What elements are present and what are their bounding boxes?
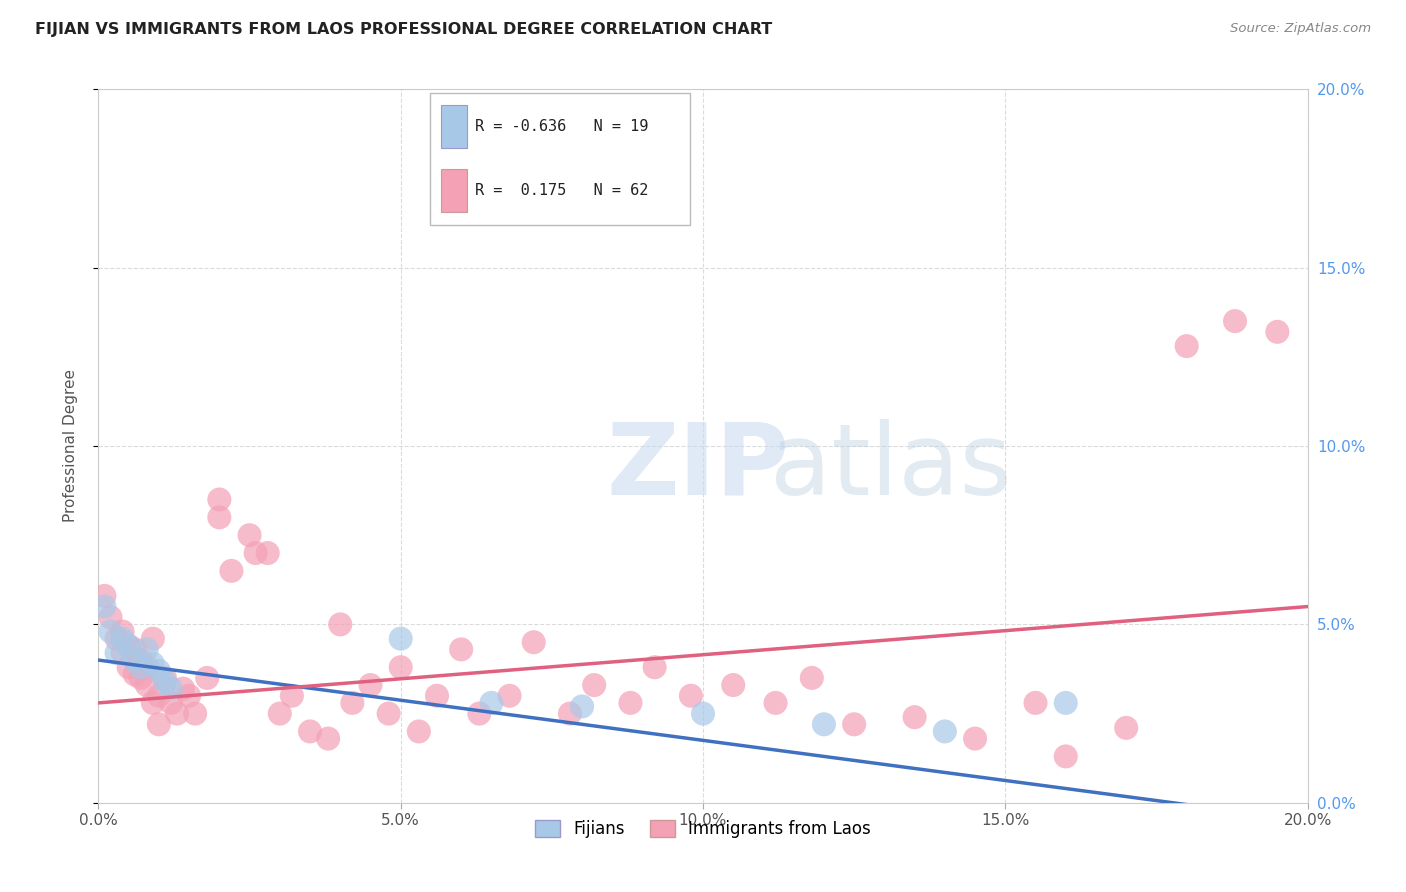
Point bbox=[195, 671, 218, 685]
Point bbox=[1267, 325, 1289, 339]
Point bbox=[148, 689, 170, 703]
Point bbox=[105, 632, 128, 646]
Point bbox=[360, 678, 382, 692]
Point bbox=[129, 660, 152, 674]
Point bbox=[148, 717, 170, 731]
Point bbox=[468, 706, 491, 721]
Point bbox=[800, 671, 823, 685]
Point bbox=[299, 724, 322, 739]
Point bbox=[245, 546, 267, 560]
Point bbox=[281, 689, 304, 703]
Point bbox=[184, 706, 207, 721]
Point bbox=[153, 674, 176, 689]
Point bbox=[558, 706, 581, 721]
Point bbox=[142, 632, 165, 646]
Point bbox=[135, 660, 157, 674]
Point bbox=[111, 632, 134, 646]
Legend: Fijians, Immigrants from Laos: Fijians, Immigrants from Laos bbox=[529, 813, 877, 845]
Point bbox=[118, 639, 141, 653]
Point bbox=[124, 653, 146, 667]
Point bbox=[111, 646, 134, 660]
Point bbox=[208, 510, 231, 524]
Point bbox=[118, 660, 141, 674]
Point bbox=[426, 689, 449, 703]
Point bbox=[148, 664, 170, 678]
Text: R = -0.636   N = 19: R = -0.636 N = 19 bbox=[475, 120, 648, 134]
Point bbox=[1054, 749, 1077, 764]
Point bbox=[765, 696, 787, 710]
Point bbox=[408, 724, 430, 739]
Point bbox=[118, 639, 141, 653]
Point bbox=[904, 710, 927, 724]
Point bbox=[124, 667, 146, 681]
Point bbox=[619, 696, 641, 710]
Text: atlas: atlas bbox=[769, 419, 1011, 516]
Point bbox=[153, 671, 176, 685]
Point bbox=[124, 642, 146, 657]
Text: ZIP: ZIP bbox=[606, 419, 789, 516]
Point bbox=[844, 717, 866, 731]
Point bbox=[571, 699, 593, 714]
Point bbox=[389, 632, 412, 646]
Point bbox=[1115, 721, 1137, 735]
Point bbox=[1223, 314, 1246, 328]
Point bbox=[208, 492, 231, 507]
Point bbox=[523, 635, 546, 649]
Text: Source: ZipAtlas.com: Source: ZipAtlas.com bbox=[1230, 22, 1371, 36]
Point bbox=[644, 660, 666, 674]
Point bbox=[135, 678, 157, 692]
Point bbox=[100, 610, 122, 624]
Point bbox=[160, 696, 183, 710]
Point bbox=[1054, 696, 1077, 710]
Point bbox=[142, 696, 165, 710]
Point bbox=[160, 681, 183, 696]
Y-axis label: Professional Degree: Professional Degree bbox=[63, 369, 77, 523]
Point bbox=[342, 696, 364, 710]
Point bbox=[965, 731, 987, 746]
Point bbox=[129, 653, 152, 667]
Point bbox=[583, 678, 606, 692]
Point bbox=[1175, 339, 1198, 353]
Point bbox=[450, 642, 472, 657]
Point bbox=[329, 617, 352, 632]
Point bbox=[934, 724, 956, 739]
Point bbox=[269, 706, 291, 721]
Point bbox=[239, 528, 262, 542]
Point bbox=[135, 642, 157, 657]
Point bbox=[129, 671, 152, 685]
Point bbox=[316, 731, 339, 746]
Point bbox=[93, 589, 115, 603]
Point bbox=[679, 689, 702, 703]
Point bbox=[179, 689, 201, 703]
Point bbox=[172, 681, 194, 696]
Point bbox=[481, 696, 503, 710]
Point bbox=[813, 717, 835, 731]
Text: FIJIAN VS IMMIGRANTS FROM LAOS PROFESSIONAL DEGREE CORRELATION CHART: FIJIAN VS IMMIGRANTS FROM LAOS PROFESSIO… bbox=[35, 22, 772, 37]
Point bbox=[221, 564, 243, 578]
Point bbox=[166, 706, 188, 721]
Point bbox=[389, 660, 412, 674]
Point bbox=[723, 678, 745, 692]
Point bbox=[100, 624, 122, 639]
Point bbox=[498, 689, 520, 703]
Point bbox=[1024, 696, 1046, 710]
Point bbox=[105, 646, 128, 660]
Point bbox=[142, 657, 165, 671]
Point bbox=[377, 706, 399, 721]
Point bbox=[111, 624, 134, 639]
Point bbox=[256, 546, 278, 560]
Point bbox=[93, 599, 115, 614]
Text: R =  0.175   N = 62: R = 0.175 N = 62 bbox=[475, 184, 648, 198]
Point bbox=[692, 706, 714, 721]
